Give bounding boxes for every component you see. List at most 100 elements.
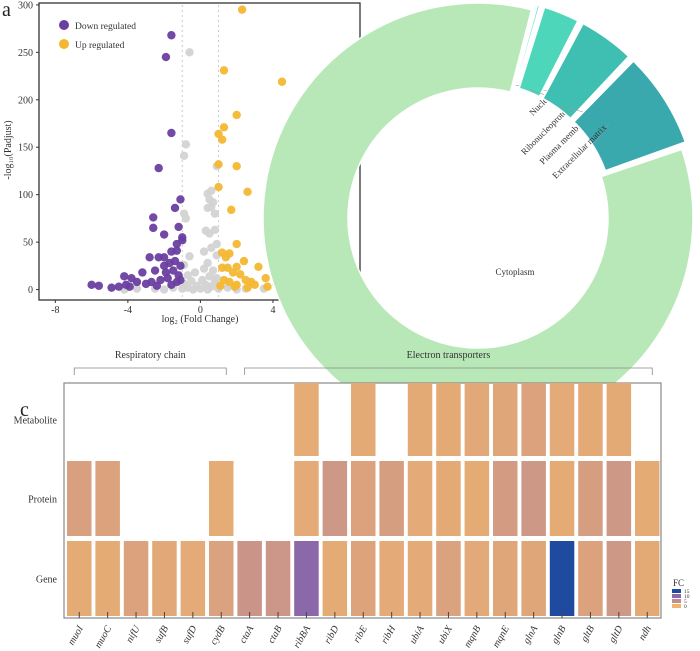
x-axis-label: log₂ (Fold Change): [162, 314, 239, 325]
point-up: [232, 239, 241, 249]
heatmap-cell: [521, 461, 546, 536]
point-down: [176, 261, 185, 271]
point-up: [261, 273, 270, 283]
point-ns: [190, 268, 200, 277]
column-label: muoC: [93, 624, 115, 650]
column-label: mqnE: [491, 624, 512, 650]
x-tick-label: 0: [198, 305, 203, 316]
y-tick-label: 50: [23, 238, 33, 249]
point-down: [149, 223, 158, 233]
y-tick-label: 200: [18, 95, 33, 106]
heatmap-cell: [209, 541, 234, 616]
heatmap-cell: [464, 461, 490, 536]
point-down: [161, 52, 171, 62]
point-down: [159, 253, 169, 262]
point-up: [254, 262, 263, 271]
point-up: [250, 280, 260, 290]
heatmap-cell: [67, 461, 92, 536]
column-label: ribBA: [292, 623, 314, 650]
colorbar-tick-label: 5: [684, 599, 687, 605]
point-ns: [188, 285, 198, 294]
point-ns: [203, 203, 212, 213]
group-label: Respiratory chain: [115, 350, 186, 361]
point-down: [94, 281, 104, 290]
heatmap-cell: [294, 461, 319, 536]
heatmap-cell: [379, 541, 404, 616]
column-label: sufD: [180, 623, 199, 646]
x-tick-label: 4: [270, 305, 275, 316]
column-label: ctaA: [238, 623, 257, 645]
point-up: [219, 123, 229, 132]
y-tick-label: 300: [18, 0, 33, 11]
point-up: [232, 110, 241, 120]
heatmap-cell: [95, 461, 120, 536]
heatmap-cell: [549, 383, 575, 456]
x-tick-label: -8: [51, 305, 59, 316]
panel-label-c: c: [20, 399, 29, 421]
column-label: gltB: [579, 624, 597, 644]
column-label: mqnB: [462, 624, 483, 650]
point-up: [243, 283, 252, 292]
row-label: Protein: [28, 495, 57, 506]
heatmap-cell: [635, 461, 660, 536]
column-label: gltD: [607, 623, 626, 645]
column-label: ndh: [637, 624, 654, 642]
heatmap-cell: [635, 541, 660, 616]
point-down: [167, 280, 176, 290]
point-down: [145, 253, 154, 262]
point-up: [214, 182, 223, 192]
point-up: [223, 263, 232, 272]
column-label: ribD: [322, 623, 341, 646]
slice-nuclear: [513, 4, 541, 89]
column-label: muoI: [66, 623, 86, 647]
point-up: [263, 282, 272, 291]
heatmap-cell: [237, 541, 262, 616]
point-ns: [210, 225, 220, 234]
heatmap-cell: [606, 383, 632, 456]
point-down: [149, 213, 158, 222]
point-up: [237, 5, 247, 14]
point-down: [154, 163, 163, 173]
legend-label-down: Down regulated: [75, 22, 136, 32]
point-down: [138, 268, 147, 277]
point-down: [174, 222, 183, 232]
y-tick-label: 0: [28, 285, 33, 296]
heatmap-cell: [578, 541, 603, 616]
colorbar-title: FC: [673, 578, 684, 588]
point-down: [125, 282, 134, 291]
x-tick-label: -4: [124, 305, 132, 316]
point-down: [159, 230, 169, 239]
point-up: [217, 135, 227, 144]
heatmap-cell: [464, 541, 490, 616]
colorbar-tick-label: 10: [684, 594, 690, 600]
column-label: cydB: [208, 624, 228, 647]
point-up: [221, 253, 230, 262]
legend: Down regulated Up regulated: [59, 20, 136, 51]
heatmap-cell: [493, 383, 518, 456]
leader-line: [593, 123, 610, 144]
heatmap-cell: [123, 541, 149, 616]
column-label: ubiA: [408, 623, 427, 646]
point-down: [120, 272, 129, 281]
heatmap-cell: [209, 461, 234, 536]
point-up: [277, 77, 287, 86]
column-label: ubiX: [436, 623, 455, 646]
point-ns: [207, 243, 216, 253]
group-bracket: [73, 367, 227, 375]
colorbar-swatch: [672, 594, 681, 598]
point-ns: [181, 214, 191, 223]
point-down: [172, 239, 182, 249]
point-up: [219, 66, 229, 75]
point-ns: [205, 272, 214, 281]
panel-label-a: a: [2, 0, 11, 21]
point-ns: [187, 276, 196, 286]
point-down: [167, 247, 176, 256]
colorbar-tick-label: 15: [684, 589, 690, 595]
legend-marker-up: [59, 39, 69, 49]
point-up: [239, 256, 249, 266]
point-up: [232, 162, 241, 171]
point-ns: [185, 48, 194, 57]
heatmap: Respiratory chain Electron transporters M…: [14, 350, 690, 650]
